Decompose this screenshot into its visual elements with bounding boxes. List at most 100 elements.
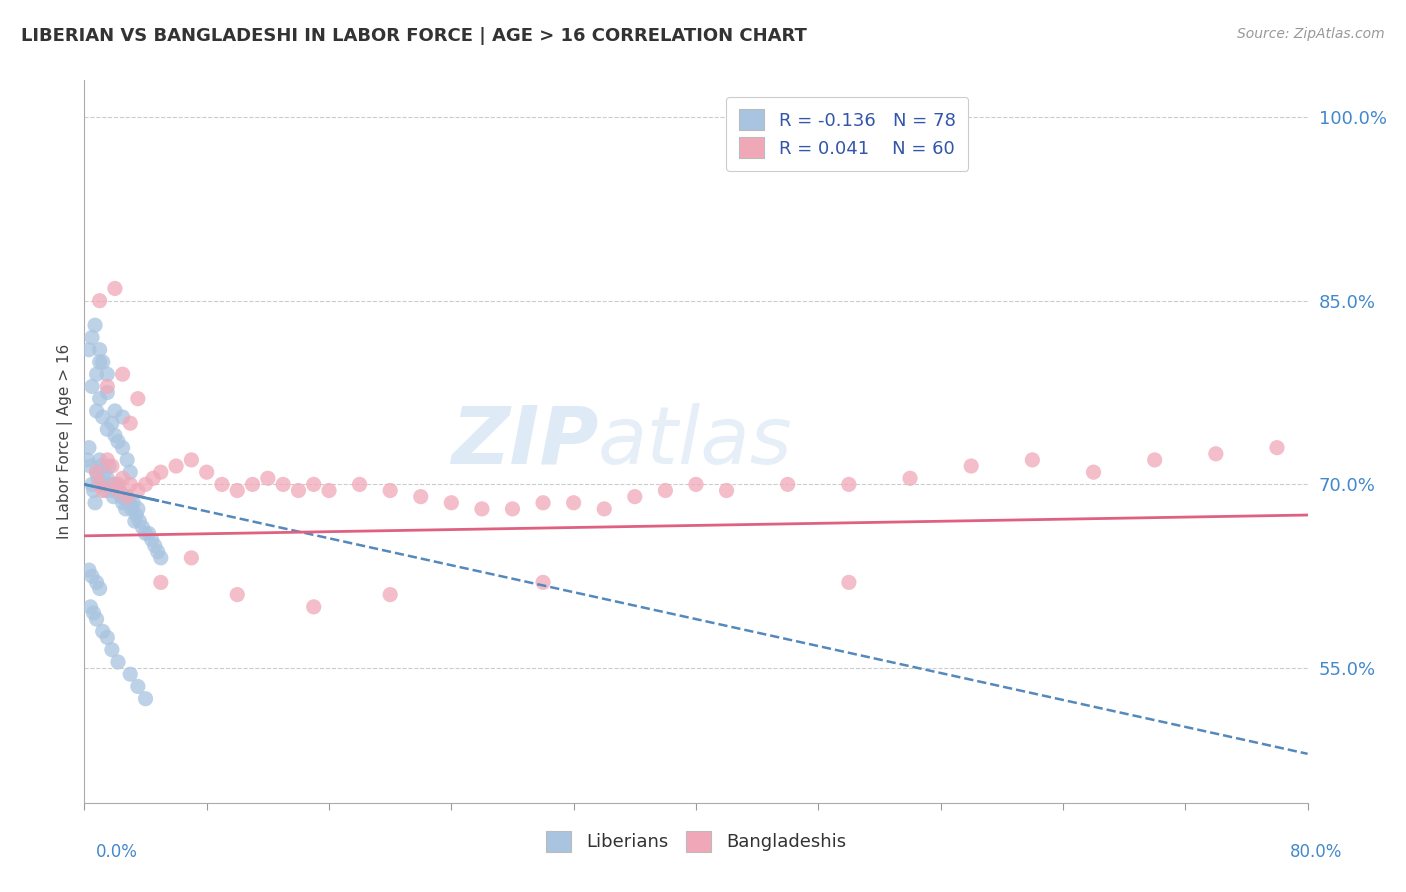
Point xyxy=(91,355,114,369)
Point xyxy=(86,575,108,590)
Point xyxy=(97,458,120,473)
Point xyxy=(107,477,129,491)
Point xyxy=(898,471,921,485)
Point xyxy=(107,483,129,498)
Point xyxy=(127,483,149,498)
Point xyxy=(80,569,103,583)
Point xyxy=(654,483,676,498)
Legend: Liberians, Bangladeshis: Liberians, Bangladeshis xyxy=(538,823,853,859)
Point xyxy=(149,575,172,590)
Point xyxy=(101,458,124,473)
Point xyxy=(80,477,103,491)
Text: 0.0%: 0.0% xyxy=(96,843,138,861)
Point xyxy=(84,318,107,333)
Point xyxy=(79,599,101,614)
Point xyxy=(349,477,371,491)
Point xyxy=(94,483,117,498)
Point xyxy=(471,502,494,516)
Point xyxy=(101,416,124,430)
Point xyxy=(86,612,108,626)
Text: 80.0%: 80.0% xyxy=(1291,843,1343,861)
Point xyxy=(120,416,142,430)
Point xyxy=(165,458,187,473)
Point xyxy=(1083,465,1105,479)
Point xyxy=(79,458,101,473)
Point xyxy=(107,655,129,669)
Point xyxy=(89,477,111,491)
Point xyxy=(242,477,264,491)
Point xyxy=(115,490,138,504)
Point xyxy=(960,458,983,473)
Point xyxy=(149,465,172,479)
Point xyxy=(105,483,128,498)
Point xyxy=(180,453,202,467)
Point xyxy=(96,422,118,436)
Point xyxy=(149,550,172,565)
Point xyxy=(98,477,121,491)
Point xyxy=(104,477,127,491)
Point xyxy=(180,550,202,565)
Point xyxy=(257,471,280,485)
Point xyxy=(1143,453,1166,467)
Point xyxy=(838,575,860,590)
Point xyxy=(114,502,136,516)
Point xyxy=(115,490,138,504)
Point xyxy=(135,691,157,706)
Point xyxy=(531,575,554,590)
Point xyxy=(91,624,114,639)
Point xyxy=(103,490,125,504)
Point xyxy=(77,441,100,455)
Text: atlas: atlas xyxy=(598,402,793,481)
Point xyxy=(135,526,157,541)
Point xyxy=(101,483,124,498)
Point xyxy=(302,477,325,491)
Point xyxy=(89,582,111,596)
Point xyxy=(76,453,98,467)
Point xyxy=(96,379,118,393)
Point xyxy=(128,514,150,528)
Y-axis label: In Labor Force | Age > 16: In Labor Force | Age > 16 xyxy=(58,344,73,539)
Point xyxy=(593,502,616,516)
Point xyxy=(211,477,233,491)
Point xyxy=(838,477,860,491)
Point xyxy=(96,471,118,485)
Point xyxy=(226,588,249,602)
Point xyxy=(104,404,127,418)
Text: ZIP: ZIP xyxy=(451,402,598,481)
Point xyxy=(380,483,402,498)
Point xyxy=(195,465,218,479)
Point xyxy=(96,385,118,400)
Point xyxy=(111,410,134,425)
Point xyxy=(562,496,585,510)
Point xyxy=(121,502,143,516)
Point xyxy=(107,434,129,449)
Point xyxy=(127,680,149,694)
Point xyxy=(87,471,110,485)
Point xyxy=(146,545,169,559)
Point xyxy=(1265,441,1288,455)
Point xyxy=(380,588,402,602)
Point xyxy=(111,441,134,455)
Point xyxy=(440,496,463,510)
Point xyxy=(84,496,107,510)
Point xyxy=(96,453,118,467)
Point xyxy=(80,330,103,344)
Point xyxy=(143,539,166,553)
Point xyxy=(89,453,111,467)
Point xyxy=(302,599,325,614)
Point xyxy=(89,392,111,406)
Point xyxy=(127,392,149,406)
Point xyxy=(83,606,105,620)
Point xyxy=(86,465,108,479)
Point xyxy=(287,483,309,498)
Point xyxy=(104,477,127,491)
Point xyxy=(77,343,100,357)
Point xyxy=(271,477,294,491)
Point xyxy=(108,483,131,498)
Point xyxy=(115,453,138,467)
Point xyxy=(120,465,142,479)
Point xyxy=(131,520,153,534)
Point xyxy=(124,514,146,528)
Point xyxy=(111,496,134,510)
Point xyxy=(89,355,111,369)
